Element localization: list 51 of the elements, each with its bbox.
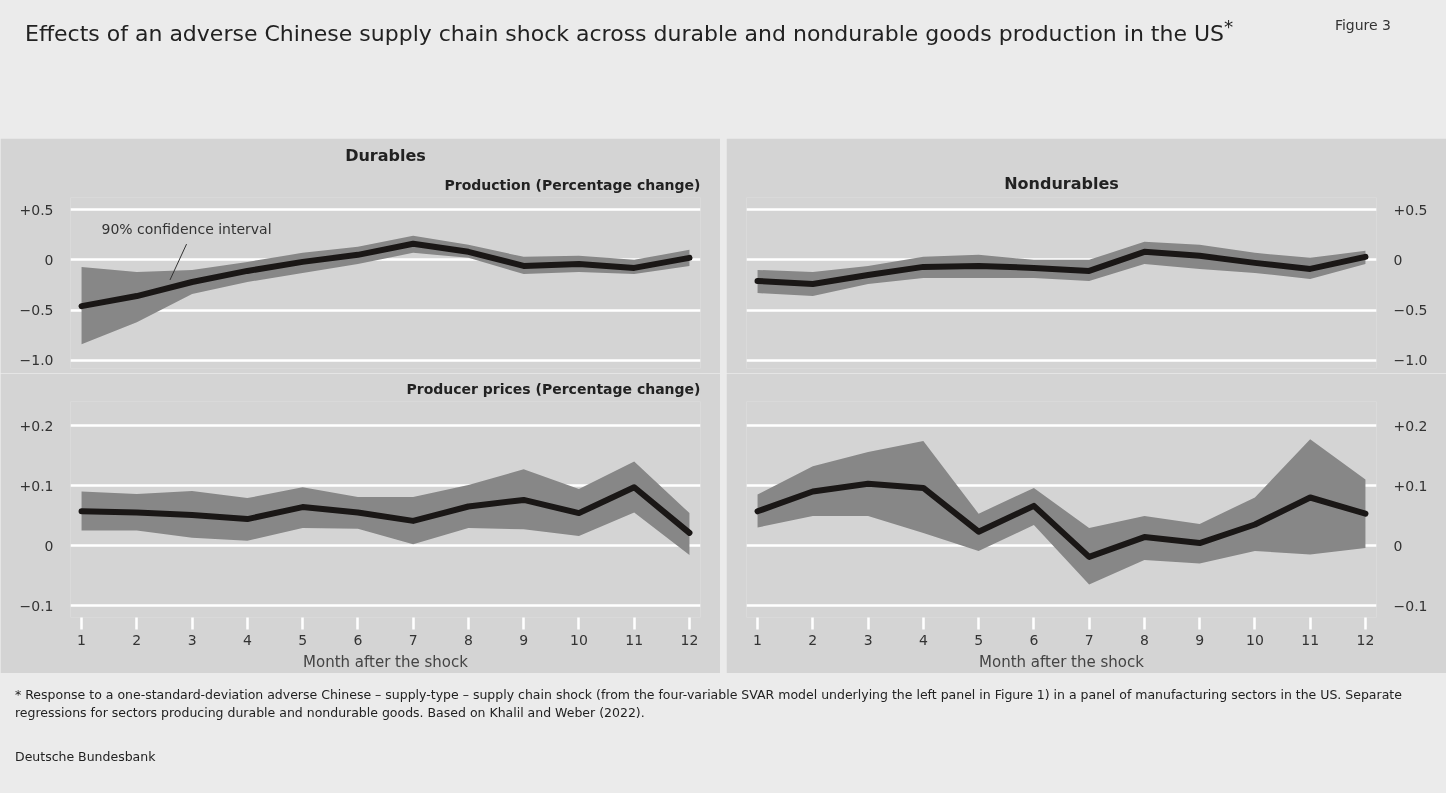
x-tick-label: 6 bbox=[1029, 631, 1039, 648]
y-axis-title: Producer prices (Percentage change) bbox=[406, 380, 701, 397]
y-tick-label: +0.2 bbox=[19, 417, 54, 434]
x-tick-label: 10 bbox=[1246, 631, 1264, 648]
x-tick-label: 1 bbox=[753, 631, 763, 648]
y-tick-label: −0.5 bbox=[19, 302, 54, 319]
x-axis-title: Month after the shock bbox=[303, 652, 469, 671]
x-tick-label: 9 bbox=[519, 631, 529, 648]
y-tick-label: +0.1 bbox=[19, 477, 54, 494]
x-tick-label: 3 bbox=[863, 631, 873, 648]
x-tick-label: 12 bbox=[1356, 631, 1375, 648]
y-tick-label: −0.5 bbox=[1393, 302, 1428, 319]
x-tick-label: 5 bbox=[298, 631, 308, 648]
y-tick-label: 0 bbox=[1393, 251, 1403, 268]
x-tick-label: 11 bbox=[1301, 631, 1320, 648]
caption: Figure 3 bbox=[1334, 16, 1391, 35]
y-tick-label: +0.1 bbox=[1393, 477, 1428, 494]
chart-subtitle: Durables bbox=[345, 145, 426, 165]
x-tick-label: 4 bbox=[918, 631, 928, 648]
y-axis-title: Production (Percentage change) bbox=[444, 176, 701, 193]
y-tick-label: +0.5 bbox=[1393, 201, 1428, 218]
y-tick-label: 0 bbox=[44, 251, 54, 268]
y-tick-label: 0 bbox=[1393, 537, 1403, 554]
x-tick-label: 7 bbox=[1084, 631, 1094, 648]
x-tick-label: 10 bbox=[570, 631, 588, 648]
y-tick-label: +0.2 bbox=[1393, 417, 1428, 434]
x-tick-label: 7 bbox=[408, 631, 418, 648]
x-axis-title: Month after the shock bbox=[979, 652, 1145, 671]
y-tick-label: 0 bbox=[44, 537, 54, 554]
x-tick-label: 2 bbox=[132, 631, 142, 648]
x-tick-label: 3 bbox=[187, 631, 197, 648]
x-tick-label: 8 bbox=[1139, 631, 1149, 648]
chart-subtitle: Nondurables bbox=[1004, 173, 1119, 193]
y-tick-label: −0.1 bbox=[19, 597, 54, 614]
text: * Response to a one-standard-deviation adverse Chinese – supply-type – supply chain shock (from the four-variable SVAR model underlying the left panel in Figure 1) in a panel of manufacturing sectors in the US. Separate regressions for sectors producing durable and nondurable goods. Based on Khalil and Weber (2022). bbox=[15, 686, 1403, 722]
x-tick-label: 9 bbox=[1195, 631, 1205, 648]
y-tick-label: +0.5 bbox=[19, 201, 54, 218]
x-tick-label: 11 bbox=[625, 631, 644, 648]
x-tick-label: 6 bbox=[353, 631, 363, 648]
x-tick-label: 12 bbox=[680, 631, 699, 648]
annotation: 90% confidence interval bbox=[101, 221, 272, 238]
x-tick-label: 5 bbox=[974, 631, 984, 648]
y-tick-label: −0.1 bbox=[1393, 597, 1428, 614]
y-tick-label: −1.0 bbox=[1393, 352, 1428, 369]
chart-title: Effects of an adverse Chinese supply chain shock across durable and nondurable goods production in the US$^{*}$ bbox=[25, 15, 1235, 49]
x-tick-label: 4 bbox=[242, 631, 252, 648]
x-tick-label: 1 bbox=[77, 631, 87, 648]
x-tick-label: 8 bbox=[463, 631, 473, 648]
x-tick-label: 2 bbox=[808, 631, 818, 648]
text: Deutsche Bundesbank bbox=[15, 747, 157, 766]
y-tick-label: −1.0 bbox=[19, 352, 54, 369]
